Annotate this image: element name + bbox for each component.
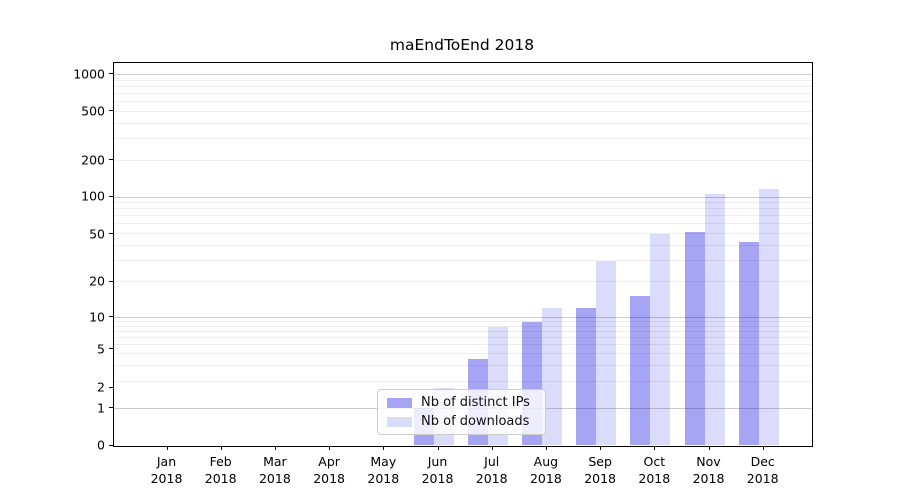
y-tick-mark: [109, 195, 113, 197]
gridline-minor: [114, 337, 812, 339]
gridline-minor: [114, 244, 812, 246]
bar-downloads-oct-2018: [650, 234, 671, 446]
x-tick-mark: [545, 445, 547, 450]
gridline-minor: [114, 202, 812, 204]
x-tick-mark: [491, 445, 493, 450]
gridline-minor: [114, 364, 812, 366]
gridline-minor: [114, 159, 812, 161]
gridline-minor: [114, 138, 812, 140]
x-tick-label: Aug 2018: [529, 453, 562, 486]
y-tick-label: 50: [89, 226, 105, 242]
x-tick-label: Jan 2018: [150, 453, 183, 486]
legend-label-downloads: Nb of downloads: [421, 414, 530, 429]
grid-layer: [114, 63, 812, 446]
x-tick-label: Jul 2018: [475, 453, 508, 486]
y-tick-label: 20: [89, 273, 105, 289]
y-tick-mark: [109, 386, 113, 388]
x-tick-label: Dec 2018: [746, 453, 779, 486]
x-tick-mark: [437, 445, 439, 450]
plot-title: maEndToEnd 2018: [389, 36, 535, 54]
gridline-minor: [114, 111, 812, 113]
gridline-minor: [114, 101, 812, 103]
y-tick-label: 2: [97, 379, 105, 395]
legend-row: Nb of distinct IPs: [387, 395, 545, 410]
y-tick-mark: [109, 110, 113, 111]
legend-row: Nb of downloads: [387, 414, 545, 429]
y-tick-mark: [109, 73, 113, 75]
gridline-minor: [114, 380, 812, 382]
x-tick-mark: [274, 445, 276, 450]
bar-distinct-ips-oct-2018: [630, 296, 651, 446]
gridline-major: [114, 74, 812, 76]
gridline-minor: [114, 321, 812, 323]
y-tick-label: 5: [97, 341, 105, 357]
y-tick-label: 10: [89, 309, 105, 324]
y-tick-mark: [109, 444, 113, 446]
legend: Nb of distinct IPs Nb of downloads: [377, 389, 546, 435]
y-tick-label: 1000: [73, 66, 105, 82]
y-tick-label: 0: [97, 437, 105, 453]
y-tick-label: 100: [81, 188, 105, 204]
bar-distinct-ips-nov-2018: [684, 232, 705, 446]
x-tick-mark: [708, 445, 710, 450]
x-tick-mark: [600, 445, 602, 450]
gridline-minor: [114, 353, 812, 355]
gridline-minor: [114, 259, 812, 261]
y-tick-mark: [109, 316, 113, 317]
gridline-minor: [114, 208, 812, 210]
bar-downloads-dec-2018: [758, 189, 779, 446]
gridline-minor: [114, 232, 812, 234]
y-tick-label: 500: [81, 103, 105, 118]
gridline-minor: [114, 331, 812, 333]
bar-distinct-ips-sep-2018: [576, 307, 597, 446]
x-tick-label: Jun 2018: [421, 453, 454, 486]
y-tick-mark: [109, 348, 113, 350]
gridline-minor: [114, 93, 812, 95]
x-tick-mark: [166, 445, 168, 450]
y-tick-mark: [109, 407, 113, 409]
gridline-minor: [114, 215, 812, 217]
x-tick-label: Nov 2018: [692, 453, 725, 486]
bar-downloads-sep-2018: [596, 260, 617, 446]
x-tick-label: Mar 2018: [258, 453, 291, 486]
x-tick-mark: [383, 445, 385, 450]
gridline-major: [114, 317, 812, 318]
x-tick-mark: [329, 445, 331, 450]
legend-label-distinct-ips: Nb of distinct IPs: [421, 395, 530, 410]
distinct-ips-swatch-icon: [387, 397, 412, 408]
x-tick-mark: [220, 445, 222, 450]
x-tick-label: Apr 2018: [313, 453, 345, 486]
x-tick-mark: [762, 445, 764, 450]
gridline-minor: [114, 86, 812, 88]
y-tick-label: 1: [97, 400, 105, 416]
x-tick-label: Feb 2018: [204, 453, 237, 486]
gridline-minor: [114, 344, 812, 346]
bar-distinct-ips-dec-2018: [738, 242, 759, 446]
x-tick-label: Sep 2018: [584, 453, 616, 486]
gridline-minor: [114, 223, 812, 225]
gridline-minor: [114, 280, 812, 282]
x-tick-label: May 2018: [367, 453, 400, 486]
gridline-minor: [114, 79, 812, 81]
y-tick-label: 200: [81, 152, 105, 168]
x-tick-label: Oct 2018: [638, 453, 671, 486]
gridline-major: [114, 196, 812, 198]
bar-downloads-nov-2018: [704, 194, 725, 446]
gridline-minor: [114, 123, 812, 124]
y-tick-mark: [109, 280, 113, 282]
gridline-minor: [114, 325, 812, 327]
y-tick-mark: [109, 159, 113, 161]
x-tick-mark: [654, 445, 656, 450]
y-tick-mark: [109, 233, 113, 235]
downloads-swatch-icon: [387, 416, 412, 427]
bar-downloads-aug-2018: [541, 307, 562, 446]
